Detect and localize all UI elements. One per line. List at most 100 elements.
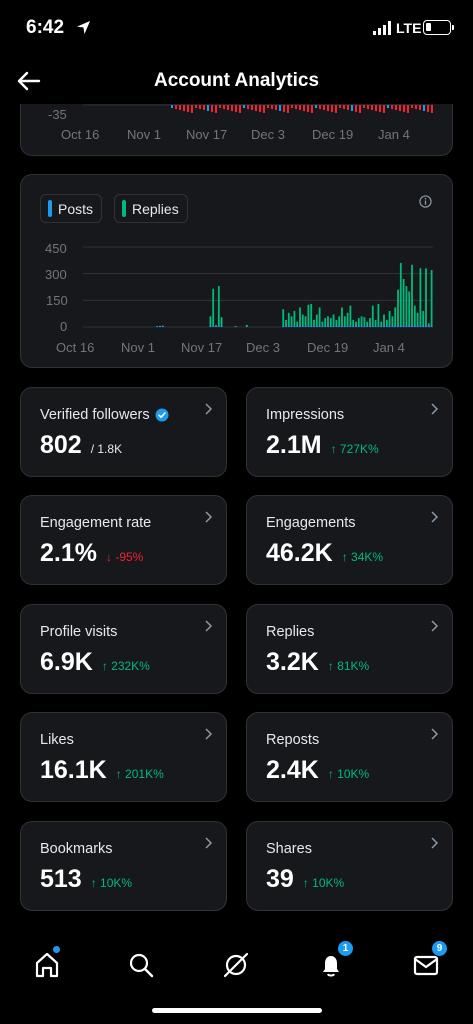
- stat-card-reposts[interactable]: Reposts 2.4K ↑ 10K%: [246, 712, 453, 802]
- follower-change-bar: [307, 105, 309, 112]
- x-tick-label: Nov 17: [186, 127, 228, 142]
- follower-change-bar: [395, 105, 397, 110]
- posts-bar: [296, 325, 299, 327]
- stat-card-replies[interactable]: Replies 3.2K ↑ 81K%: [246, 604, 453, 694]
- location-arrow-icon: [76, 20, 91, 35]
- x-tick-label: Oct 16: [56, 340, 95, 355]
- stat-card-engagement-rate[interactable]: Engagement rate 2.1% ↓ -95%: [20, 495, 227, 585]
- stat-value: 16.1K: [40, 756, 107, 784]
- follower-change-bar: [347, 105, 349, 110]
- stat-card-bookmarks[interactable]: Bookmarks 513 ↑ 10K%: [20, 821, 227, 911]
- bell-icon: [323, 956, 339, 977]
- replies-bar: [212, 288, 215, 327]
- stat-card-shares[interactable]: Shares 39 ↑ 10K%: [246, 821, 453, 911]
- stat-value: 513: [40, 865, 82, 893]
- posts-bar: [301, 325, 304, 327]
- posts-bar: [377, 325, 380, 327]
- tab-grok[interactable]: [211, 940, 261, 990]
- follower-change-bar: [227, 105, 229, 110]
- x-tick-label: Jan 4: [373, 340, 405, 355]
- stat-delta: ↑ 727K%: [330, 442, 379, 456]
- posts-bar: [425, 325, 427, 327]
- posts-bar: [352, 325, 355, 327]
- chevron-right-icon: [431, 728, 439, 740]
- back-arrow-icon[interactable]: [14, 66, 44, 96]
- stat-card-profile-visits[interactable]: Profile visits 6.9K ↑ 232K%: [20, 604, 227, 694]
- posts-replies-chart-card: Posts Replies 450 300 150 0 Oct 16 Nov 1…: [20, 174, 453, 368]
- posts-replies-chart: [83, 246, 433, 328]
- y-tick-label: -35: [48, 107, 67, 122]
- posts-bar: [285, 325, 287, 327]
- posts-bar: [405, 325, 408, 327]
- follower-change-bar: [243, 105, 245, 108]
- follower-change-bar: [295, 105, 297, 109]
- follower-change-bar: [195, 105, 197, 108]
- follower-change-bar: [179, 105, 181, 110]
- posts-bar: [369, 325, 371, 327]
- stat-label: Engagements: [266, 515, 356, 531]
- follower-change-bar: [323, 105, 325, 110]
- x-tick-label: Dec 3: [251, 127, 285, 142]
- replies-bar: [307, 304, 310, 327]
- stat-label: Replies: [266, 624, 315, 640]
- battery-icon: [423, 20, 454, 35]
- x-tick-label: Dec 19: [307, 340, 349, 355]
- tab-notifications[interactable]: 1: [306, 940, 356, 990]
- posts-bar: [355, 325, 357, 327]
- posts-bar: [388, 325, 391, 327]
- replies-bar: [299, 307, 301, 327]
- replies-bar: [313, 319, 315, 327]
- follower-change-bar: [407, 105, 409, 113]
- posts-bar: [363, 325, 366, 327]
- replies-bar: [408, 291, 411, 327]
- home-activity-dot: [53, 946, 60, 953]
- follower-change-bar: [251, 105, 253, 110]
- follower-change-bar: [351, 105, 353, 111]
- chevron-right-icon: [431, 620, 439, 632]
- chevron-right-icon: [205, 620, 213, 632]
- tab-messages[interactable]: 9: [401, 940, 451, 990]
- replies-bar: [380, 321, 383, 327]
- follower-change-bar: [411, 105, 413, 108]
- mail-icon: [413, 955, 439, 976]
- follower-change-bar: [431, 105, 433, 113]
- posts-bar: [385, 325, 388, 327]
- tab-search[interactable]: [116, 940, 166, 990]
- stat-label: Impressions: [266, 407, 345, 423]
- stat-card-verified-followers[interactable]: Verified followers 802 / 1.8K: [20, 387, 227, 477]
- info-icon[interactable]: [419, 195, 432, 208]
- posts-bar: [299, 325, 301, 327]
- stat-value: 39: [266, 865, 294, 893]
- stat-value: 46.2K: [266, 539, 333, 567]
- follower-change-bar: [299, 105, 301, 110]
- follower-change-bar: [379, 105, 381, 112]
- posts-bar: [315, 325, 318, 327]
- replies-bar: [402, 279, 405, 327]
- stat-card-impressions[interactable]: Impressions 2.1M ↑ 727K%: [246, 387, 453, 477]
- legend-posts[interactable]: Posts: [40, 194, 103, 223]
- posts-bar: [397, 325, 399, 327]
- tab-home[interactable]: [22, 940, 72, 990]
- stat-card-likes[interactable]: Likes 16.1K ↑ 201K%: [20, 712, 227, 802]
- posts-bar: [419, 325, 422, 327]
- posts-bar: [161, 326, 164, 327]
- replies-bar: [245, 324, 248, 327]
- network-label: LTE: [396, 20, 422, 36]
- replies-bar: [315, 314, 318, 327]
- replies-bar: [391, 316, 394, 327]
- stat-card-engagements[interactable]: Engagements 46.2K ↑ 34K%: [246, 495, 453, 585]
- follower-change-bar: [383, 105, 385, 113]
- legend-replies[interactable]: Replies: [114, 194, 188, 223]
- replies-bar: [369, 318, 371, 327]
- stat-label: Likes: [40, 732, 74, 748]
- posts-bar: [371, 325, 374, 327]
- stat-label: Engagement rate: [40, 515, 152, 531]
- replies-bar: [399, 263, 402, 327]
- posts-bar: [357, 325, 360, 327]
- follower-change-bar: [207, 105, 209, 111]
- stat-total: / 1.8K: [90, 442, 123, 456]
- posts-bar: [413, 325, 416, 327]
- replies-bar: [324, 318, 327, 327]
- replies-bar: [332, 314, 335, 327]
- replies-bar: [374, 319, 377, 327]
